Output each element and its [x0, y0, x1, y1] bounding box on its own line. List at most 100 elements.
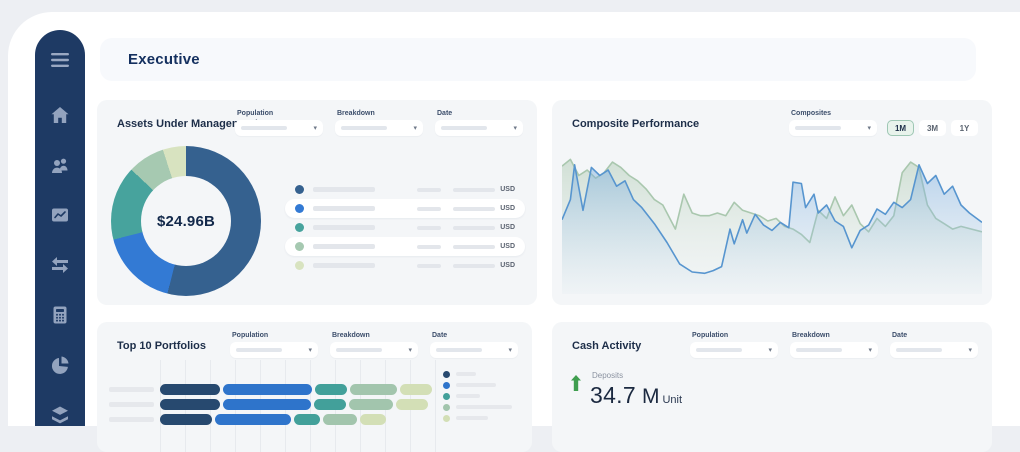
users-icon[interactable] [49, 154, 71, 176]
home-icon[interactable] [49, 104, 71, 126]
aum-donut-chart: $24.96B [111, 146, 261, 296]
aum-total-value: $24.96B [156, 212, 216, 230]
top10-legend [443, 369, 512, 424]
legend-name-placeholder [456, 416, 488, 420]
panel-title: Assets Under Management [117, 118, 259, 130]
legend-amount-placeholder [453, 225, 496, 230]
range-selector: 1M 3M 1Y [887, 120, 978, 136]
legend-item [443, 391, 512, 401]
placeholder-bar [696, 348, 742, 352]
panel-top-10-portfolios: Top 10 Portfolios Population ▾ Breakdown… [97, 322, 532, 452]
bar-segment [360, 414, 386, 425]
currency-label: USD [500, 243, 515, 250]
filter-label: Composites [791, 110, 832, 117]
chevron-down-icon: ▾ [968, 346, 972, 354]
legend-amount-placeholder [453, 244, 496, 249]
breakdown-select[interactable]: ▾ [330, 342, 418, 358]
panel-composite-performance: Composite Performance Composites ▾ 1M 3M… [552, 100, 992, 305]
filter-population: Population ▾ [690, 332, 778, 358]
aum-filters: Population ▾ Breakdown ▾ Date ▾ [235, 110, 523, 136]
range-button-3m[interactable]: 3M [919, 120, 946, 136]
bar-segment [314, 399, 346, 410]
breakdown-select[interactable]: ▾ [790, 342, 878, 358]
layers-icon[interactable] [49, 404, 71, 426]
portfolio-name-placeholder [109, 417, 154, 422]
date-select[interactable]: ▾ [435, 120, 523, 136]
filter-label: Population [232, 332, 269, 339]
calculator-icon[interactable] [49, 304, 71, 326]
placeholder-bar [441, 126, 487, 130]
range-button-1m[interactable]: 1M [887, 120, 914, 136]
chevron-down-icon: ▾ [313, 124, 317, 132]
date-select[interactable]: ▾ [430, 342, 518, 358]
legend-name-placeholder [313, 225, 375, 230]
performance-icon[interactable] [49, 204, 71, 226]
legend-name-placeholder [313, 206, 375, 211]
placeholder-bar [341, 126, 387, 130]
population-select[interactable]: ▾ [230, 342, 318, 358]
date-select[interactable]: ▾ [890, 342, 978, 358]
bar-segment [349, 399, 393, 410]
page-title: Executive [128, 51, 200, 68]
legend-value-placeholder [417, 244, 442, 249]
currency-label: USD [500, 262, 515, 269]
legend-name-placeholder [456, 405, 512, 409]
filter-label: Breakdown [337, 110, 375, 117]
population-select[interactable]: ▾ [690, 342, 778, 358]
placeholder-bar [436, 348, 482, 352]
chevron-down-icon: ▾ [768, 346, 772, 354]
legend-value-placeholder [417, 225, 442, 230]
legend-dot [295, 242, 304, 251]
stacked-bar-row [160, 384, 432, 395]
legend-item [443, 413, 512, 423]
population-select[interactable]: ▾ [235, 120, 323, 136]
legend-value-placeholder [417, 187, 442, 192]
legend-dot [443, 381, 450, 389]
menu-icon[interactable] [49, 50, 71, 70]
chevron-down-icon: ▾ [513, 124, 517, 132]
legend-name-placeholder [456, 383, 496, 387]
legend-name-placeholder [456, 372, 476, 376]
chevron-down-icon: ▾ [408, 346, 412, 354]
filter-breakdown: Breakdown ▾ [790, 332, 878, 358]
transfers-icon[interactable] [49, 254, 71, 276]
legend-value-placeholder [417, 263, 442, 268]
composites-select[interactable]: ▾ [789, 120, 877, 136]
legend-dot [295, 204, 304, 213]
legend-amount-placeholder [453, 263, 496, 268]
bar-segment [160, 384, 220, 395]
deposits-magnitude: M [641, 385, 660, 408]
placeholder-bar [896, 348, 942, 352]
portfolio-name-placeholder [109, 387, 154, 392]
chevron-down-icon: ▾ [308, 346, 312, 354]
legend-name-placeholder [313, 244, 375, 249]
currency-label: USD [500, 205, 515, 212]
portfolio-name-placeholder [109, 402, 154, 407]
placeholder-bar [241, 126, 287, 130]
range-button-1y[interactable]: 1Y [951, 120, 978, 136]
bar-segment [215, 414, 291, 425]
bar-segment [323, 414, 357, 425]
arrow-up-icon [569, 374, 583, 397]
chevron-down-icon: ▾ [413, 124, 417, 132]
pie-chart-icon[interactable] [49, 354, 71, 376]
legend-name-placeholder [313, 187, 375, 192]
bar-segment [315, 384, 347, 395]
placeholder-bar [236, 348, 282, 352]
filter-composites: Composites ▾ [789, 110, 877, 136]
breakdown-select[interactable]: ▾ [335, 120, 423, 136]
bar-segment [160, 414, 212, 425]
bar-segment [223, 384, 312, 395]
legend-dot [443, 414, 450, 422]
panel-cash-activity: Cash Activity Population ▾ Breakdown ▾ D… [552, 322, 992, 452]
legend-row: USD [285, 199, 525, 218]
composite-line-chart [562, 158, 982, 294]
placeholder-bar [795, 126, 841, 130]
legend-name-placeholder [456, 394, 480, 398]
chevron-down-icon: ▾ [868, 346, 872, 354]
series-blue-area [562, 164, 982, 294]
composite-controls: Composites ▾ 1M 3M 1Y [789, 110, 978, 136]
legend-dot [295, 223, 304, 232]
legend-name-placeholder [313, 263, 375, 268]
bar-segment [400, 384, 432, 395]
